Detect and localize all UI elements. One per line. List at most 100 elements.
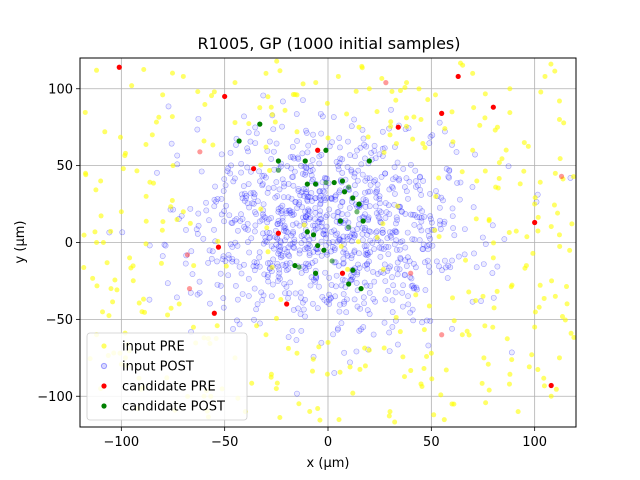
input-post-point	[396, 266, 403, 273]
input-pre-point	[257, 105, 263, 111]
input-pre-point	[324, 371, 330, 377]
input-post-point	[429, 132, 436, 139]
input-post-point	[227, 241, 234, 248]
input-post-point	[335, 166, 342, 173]
input-pre-point	[159, 227, 165, 233]
input-post-point	[427, 235, 434, 242]
input-post-point	[337, 144, 343, 151]
input-post-point	[316, 188, 323, 195]
input-post-point	[354, 177, 361, 184]
input-post-point	[279, 217, 286, 224]
input-pre-point	[100, 240, 106, 246]
input-post-point	[317, 216, 324, 223]
input-post-point	[301, 163, 308, 170]
input-post-point	[363, 143, 370, 150]
input-post-point	[279, 214, 286, 221]
input-post-point	[354, 269, 361, 276]
input-post-point	[229, 244, 236, 250]
input-pre-point	[556, 98, 562, 104]
input-pre-point	[356, 124, 362, 130]
input-post-point	[253, 259, 260, 266]
input-post-point	[329, 239, 336, 245]
input-post-point	[263, 174, 269, 181]
input-post-point	[119, 229, 126, 236]
input-post-point	[383, 209, 390, 216]
input-post-point	[384, 235, 391, 242]
input-post-point	[303, 190, 310, 197]
input-pre-point	[485, 361, 491, 367]
input-post-point	[323, 223, 330, 230]
input-post-point	[390, 282, 397, 289]
input-pre-point	[160, 219, 166, 225]
input-post-point	[436, 263, 442, 270]
input-post-point	[444, 275, 451, 281]
input-post-point	[306, 236, 313, 243]
input-post-point	[397, 254, 404, 261]
input-post-point	[292, 199, 299, 205]
input-pre-point	[168, 204, 174, 210]
input-post-point	[211, 203, 218, 210]
input-post-point	[428, 219, 435, 226]
input-post-point	[327, 295, 334, 302]
input-post-point	[372, 177, 379, 184]
input-post-point	[366, 228, 372, 234]
input-post-point	[319, 113, 326, 120]
input-post-point	[295, 201, 302, 208]
input-post-point	[281, 227, 287, 234]
candidate-post-point	[292, 262, 298, 269]
input-post-point	[449, 205, 456, 212]
input-post-point	[308, 178, 315, 185]
input-post-point	[386, 348, 393, 354]
input-post-point	[426, 263, 432, 270]
input-post-point	[418, 227, 425, 234]
input-post-point	[427, 318, 434, 324]
input-post-point	[382, 214, 389, 221]
input-post-point	[273, 140, 280, 147]
legend-entry-label: candidate POST	[122, 400, 225, 415]
candidate-pre-point	[284, 301, 290, 307]
input-post-point	[304, 194, 311, 200]
input-pre-point	[556, 232, 562, 238]
input-pre-point	[153, 119, 159, 125]
input-post-point	[367, 237, 374, 244]
input-post-point	[322, 214, 329, 220]
input-post-point	[394, 159, 401, 166]
input-post-point	[418, 218, 425, 225]
candidate-post-point	[296, 264, 302, 270]
input-post-point	[302, 171, 308, 178]
input-post-point	[362, 197, 369, 204]
input-post-point	[376, 151, 383, 158]
input-post-point	[379, 226, 386, 233]
input-pre-point	[470, 70, 476, 76]
input-post-point	[316, 283, 322, 290]
input-post-point	[293, 337, 300, 343]
input-pre-point	[142, 309, 148, 315]
input-post-point	[317, 201, 324, 208]
input-pre-point	[127, 255, 133, 261]
input-post-point	[244, 164, 251, 171]
input-pre-point	[506, 229, 512, 235]
input-post-point	[340, 255, 347, 262]
input-pre-point	[98, 178, 104, 184]
input-pre-point	[459, 169, 465, 175]
input-pre-point	[428, 350, 434, 356]
input-post-point	[332, 231, 339, 238]
candidate-post-point	[366, 158, 372, 164]
input-pre-point	[265, 94, 271, 100]
input-pre-point	[165, 312, 171, 318]
input-post-point	[264, 260, 271, 267]
candidate-post-point	[257, 121, 263, 127]
input-post-point	[196, 289, 203, 296]
axis-ticks: −100 −50 0 50 100 −100 −50 0 50 100	[37, 82, 547, 450]
input-post-point	[470, 204, 477, 211]
input-pre-point	[482, 115, 488, 121]
input-post-point	[319, 294, 326, 300]
input-post-point	[382, 278, 389, 285]
input-post-point	[364, 265, 371, 272]
input-post-point	[251, 194, 258, 201]
input-post-point	[272, 194, 279, 201]
input-post-point	[351, 182, 358, 189]
candidate-post-point	[329, 258, 335, 264]
input-pre-point	[325, 339, 331, 345]
input-post-point	[312, 195, 319, 202]
